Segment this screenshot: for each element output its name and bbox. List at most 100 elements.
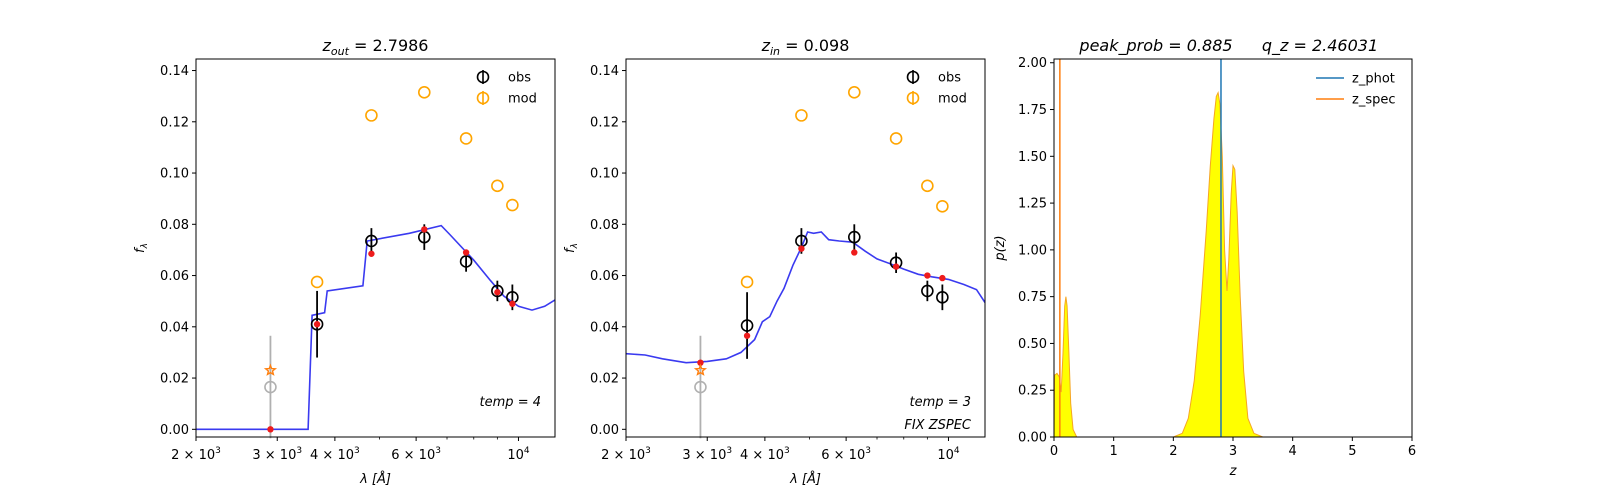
mod-point [847,86,861,99]
panel-annotation: FIX ZSPEC [904,418,972,433]
mod-point [491,179,504,193]
y-tick-label: 1.00 [1018,243,1047,258]
obs-point [264,380,277,394]
y-tick-label: 0.08 [160,218,189,233]
mod-point [795,109,808,122]
obs-point [459,255,473,268]
x-tick-label: 5 [1348,444,1356,459]
legend-label: mod [938,92,967,107]
y-tick-label: 1.25 [1018,197,1047,212]
y-tick-label: 2.00 [1018,56,1047,71]
mod-point [936,200,949,213]
x-axis-label: z [1229,464,1238,479]
x-tick-label: 2 [1169,444,1177,459]
panel-title: zout = 2.7986 [322,36,429,58]
y-tick-label: 0.25 [1018,384,1047,399]
legend-label: z_phot [1352,72,1395,87]
mod-point [263,363,278,376]
legend-label: mod [508,92,537,107]
x-tick-label: 2 × 103 [601,446,651,463]
obs-point [365,234,378,248]
mod-point [506,198,519,212]
synthetic-point [421,226,428,233]
legend-label: obs [938,71,961,86]
y-tick-label: 0.14 [160,64,189,79]
legend-marker [476,70,490,84]
x-tick-label: 104 [937,446,960,463]
y-axis-label: fλ [563,243,580,253]
y-tick-label: 0.75 [1018,290,1047,305]
y-tick-label: 0.10 [160,167,189,182]
synthetic-point [494,289,501,296]
x-tick-label: 6 × 103 [821,446,871,463]
mod-point [365,109,378,122]
y-tick-label: 1.75 [1018,103,1047,118]
y-tick-label: 0.00 [160,423,189,438]
y-tick-label: 0.04 [160,320,189,335]
obs-point [847,230,861,244]
x-tick-label: 0 [1050,444,1058,459]
legend-marker [476,91,490,105]
synthetic-point [892,263,900,270]
y-axis-label: fλ [133,243,150,253]
synthetic-point [798,245,805,252]
obs-point [921,284,934,298]
x-tick-label: 3 [1229,444,1237,459]
template-curve [626,231,985,364]
panel-title: zin = 0.098 [761,36,850,58]
sed-panel-zout: 0.00 0.02 0.04 0.06 0.08 0.10 0.12 0.14 2 × 103 3… [133,36,556,487]
x-tick-label: 4 [1289,444,1297,459]
synthetic-point [462,249,470,256]
mod-point [740,275,754,289]
y-tick-label: 0.14 [590,64,619,79]
y-tick-label: 0.10 [590,167,619,182]
y-tick-label: 0.12 [160,115,189,130]
y-tick-label: 0.08 [590,218,619,233]
mod-point [310,275,324,289]
y-tick-label: 0.02 [160,372,189,387]
synthetic-point [313,321,321,328]
synthetic-point [939,274,946,282]
synthetic-point [924,272,931,279]
panel-title-2: q_z = 2.46031 [1262,36,1378,56]
synthetic-point [851,249,858,256]
y-axis-label: p(z) [993,235,1008,261]
mod-point [417,86,431,99]
y-tick-label: 0.00 [1018,431,1047,446]
y-tick-label: 0.12 [590,115,619,130]
y-tick-label: 0.50 [1018,337,1047,352]
panel-annotation: temp = 4 [480,395,541,410]
obs-point [740,319,754,332]
obs-point [694,380,707,394]
x-tick-label: 6 [1408,444,1416,459]
synthetic-point [697,359,704,366]
y-tick-label: 1.50 [1018,150,1047,165]
y-tick-label: 0.06 [160,269,189,284]
mod-point [889,132,903,145]
x-axis-label: λ [Å] [789,471,821,487]
obs-point [491,284,504,298]
mod-point [921,179,934,193]
obs-point [310,317,324,331]
y-tick-label: 0.00 [590,423,619,438]
x-tick-label: 4 × 103 [310,446,360,463]
pdf-fill [1054,92,1353,437]
x-axis-label: λ [Å] [359,471,391,487]
synthetic-point [509,300,516,307]
axes-frame [195,58,556,438]
mod-point [459,132,473,145]
y-tick-label: 0.02 [590,372,619,387]
axes-frame [625,58,986,438]
synthetic-point [368,250,375,257]
obs-point [936,291,949,304]
x-tick-label: 6 × 103 [391,446,441,463]
synthetic-point [267,426,274,433]
panel-annotation: temp = 3 [910,395,971,410]
legend-label: obs [508,71,531,86]
mod-point [693,363,708,376]
x-tick-label: 104 [507,446,530,463]
y-tick-label: 0.06 [590,269,619,284]
legend-marker [906,70,920,84]
synthetic-point [743,332,751,339]
